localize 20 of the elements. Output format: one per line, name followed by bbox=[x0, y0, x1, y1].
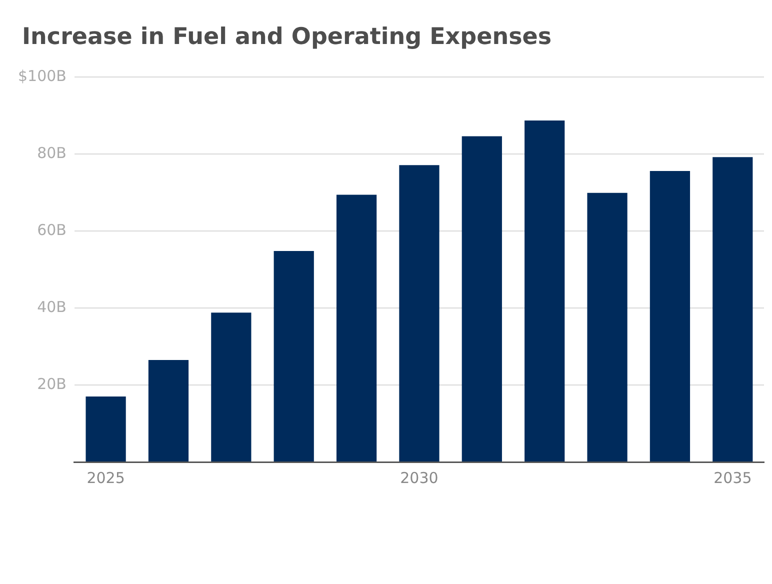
bar bbox=[336, 194, 377, 462]
bar bbox=[462, 136, 502, 462]
y-tick-label: 80B bbox=[37, 144, 66, 162]
bar bbox=[86, 396, 126, 462]
bar bbox=[148, 360, 189, 462]
bar bbox=[712, 157, 753, 462]
y-tick-label: $100B bbox=[18, 66, 66, 85]
bar bbox=[524, 120, 565, 462]
bar bbox=[587, 192, 628, 462]
bar bbox=[274, 251, 314, 462]
bar bbox=[650, 170, 690, 462]
y-tick-label: 20B bbox=[37, 374, 66, 393]
x-tick-label: 2035 bbox=[714, 468, 752, 487]
x-tick-label: 2030 bbox=[400, 468, 438, 487]
y-tick-label: 40B bbox=[37, 298, 66, 316]
bar bbox=[211, 312, 252, 462]
chart-title: Increase in Fuel and Operating Expenses bbox=[22, 24, 552, 50]
x-tick-label: 2025 bbox=[86, 468, 125, 487]
bar bbox=[399, 165, 440, 462]
y-tick-label: 60B bbox=[37, 220, 66, 239]
